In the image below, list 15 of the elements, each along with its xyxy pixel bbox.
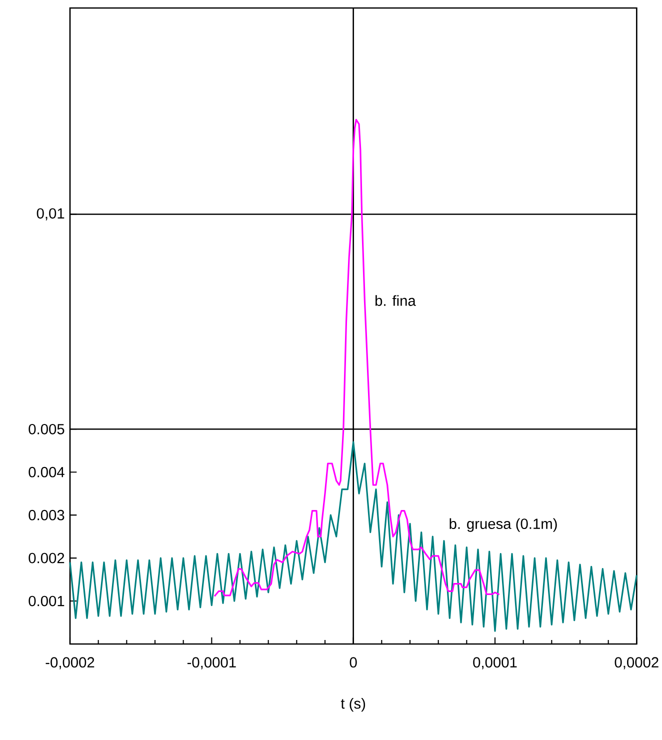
y-tick-label: 0.002	[28, 552, 64, 564]
y-tick-label: 0.004	[28, 466, 64, 478]
series-label: b. fina	[376, 295, 416, 306]
x-tick-label: -0,0001	[187, 657, 236, 670]
series-label: b. gruesa (0.1m)	[450, 518, 557, 532]
x-tick-label: 0	[350, 657, 357, 668]
x-tick-label: 0,0001	[473, 657, 517, 670]
x-tick-label: -0,0002	[46, 657, 94, 670]
line-series	[69, 441, 638, 632]
x-axis-title: t (s)	[340, 698, 366, 712]
y-tick-label: 0.005	[28, 424, 64, 434]
y-tick-label: 0.001	[28, 596, 64, 606]
y-tick-label: 0,01	[36, 208, 64, 220]
y-tick-label: 0.003	[28, 510, 64, 520]
x-tick-label: 0,0002	[614, 657, 658, 670]
